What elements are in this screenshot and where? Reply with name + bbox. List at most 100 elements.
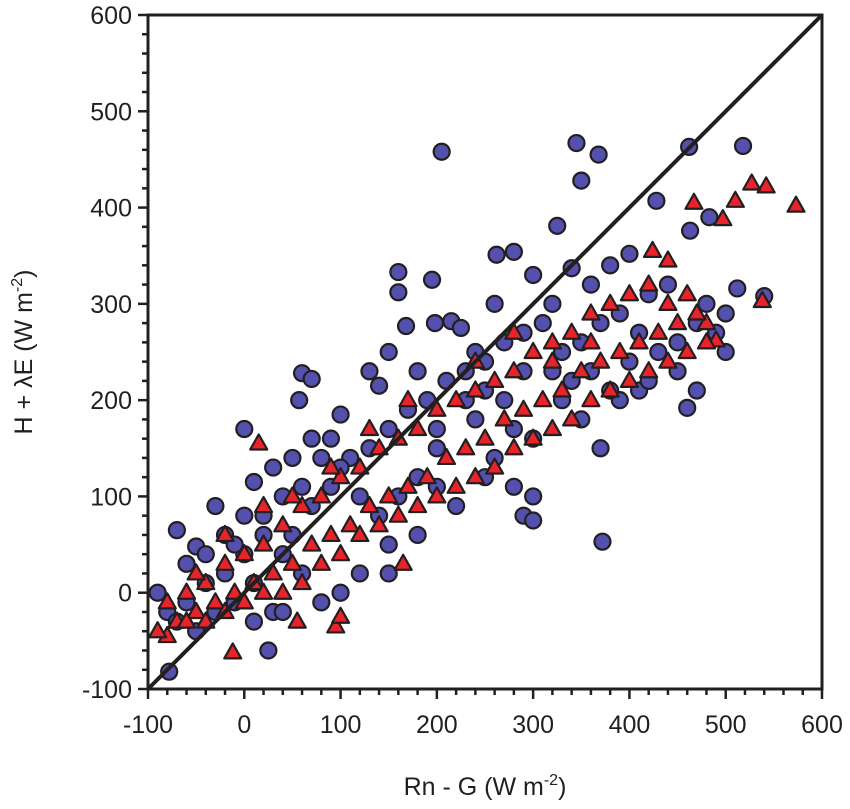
circle-point <box>331 405 350 424</box>
triangle-point <box>756 176 776 194</box>
triangle-point <box>311 553 331 571</box>
triangle-point <box>330 467 351 485</box>
triangle-point <box>302 534 322 552</box>
triangle-point <box>359 418 380 437</box>
triangle-point <box>186 563 206 581</box>
circle-point <box>235 506 254 525</box>
circle-point <box>589 145 608 164</box>
triangle-point <box>436 447 457 466</box>
triangle-point <box>571 361 591 379</box>
triangle-point <box>465 467 485 485</box>
triangle-point <box>687 303 707 321</box>
x-tick-label: 600 <box>801 711 843 739</box>
triangle-point <box>658 351 678 369</box>
triangle-point <box>273 515 293 533</box>
triangle-point <box>494 409 514 427</box>
circle-point <box>543 294 562 313</box>
triangle-point <box>176 611 197 629</box>
triangle-point <box>321 457 341 475</box>
triangle-point <box>542 332 563 350</box>
triangle-point <box>639 274 659 292</box>
circle-point <box>312 593 331 612</box>
circle-point <box>649 342 668 362</box>
triangle-point <box>311 486 331 504</box>
circle-point <box>687 381 706 400</box>
triangle-point <box>619 284 640 302</box>
circle-point <box>244 612 264 631</box>
circle-point <box>591 439 610 458</box>
circle-point <box>379 564 398 583</box>
triangle-point <box>523 341 543 360</box>
triangle-point <box>677 341 697 360</box>
y-tick-label: 0 <box>118 580 132 608</box>
triangle-point <box>427 486 447 504</box>
circle-point <box>292 477 312 496</box>
triangle-point <box>465 380 485 398</box>
x-tick-label: -100 <box>123 711 173 739</box>
circle-point <box>264 458 283 477</box>
triangle-point <box>330 606 351 624</box>
triangle-point <box>552 380 572 398</box>
y-tick-label: 200 <box>90 387 132 415</box>
triangle-point <box>215 553 235 571</box>
y-tick-label: 600 <box>90 2 132 30</box>
triangle-point <box>369 438 389 456</box>
circle-point <box>504 477 523 496</box>
triangle-point <box>752 290 772 309</box>
triangle-point <box>388 505 408 523</box>
circle-point <box>259 641 278 660</box>
circle-point <box>408 362 427 381</box>
triangle-point <box>542 418 563 437</box>
triangle-point <box>369 515 389 533</box>
triangle-point <box>504 438 524 456</box>
triangle-point <box>330 544 351 562</box>
triangle-point <box>287 611 307 629</box>
circle-point <box>593 532 612 551</box>
one-to-one-line <box>146 13 824 691</box>
circle-point <box>567 133 586 153</box>
circle-point <box>206 496 225 516</box>
triangle-point <box>456 438 476 456</box>
circle-point <box>533 314 552 333</box>
circle-point <box>331 583 350 602</box>
triangle-point <box>408 418 428 437</box>
circle-point <box>572 171 591 190</box>
triangle-point <box>786 195 806 213</box>
y-tick-label: -100 <box>82 676 132 704</box>
triangle-point <box>215 524 235 543</box>
circle-point <box>389 283 408 302</box>
circle-point <box>548 216 567 235</box>
triangle-point <box>533 390 553 408</box>
circle-point <box>678 398 697 417</box>
triangle-point <box>600 380 620 398</box>
triangle-point <box>581 332 601 350</box>
circle-point <box>167 521 186 540</box>
circle-point <box>697 294 716 313</box>
circle-point <box>244 472 264 492</box>
triangle-point <box>398 476 418 494</box>
triangle-point <box>619 370 640 388</box>
circle-point <box>369 376 389 395</box>
triangle-point <box>234 544 254 562</box>
circle-point <box>524 265 543 285</box>
triangle-point <box>273 582 293 600</box>
circle-point <box>700 208 719 227</box>
triangle-point <box>713 209 733 227</box>
triangle-point <box>542 351 563 369</box>
triangle-point <box>581 390 601 408</box>
triangle-point <box>639 361 659 379</box>
circle-point <box>601 256 620 275</box>
triangle-point <box>590 351 611 369</box>
triangle-point <box>581 303 601 321</box>
circle-point <box>680 221 700 240</box>
circle-point <box>379 342 398 362</box>
circle-point <box>524 511 543 530</box>
series-triangles <box>148 173 806 660</box>
triangle-point <box>148 621 168 639</box>
circle-point <box>620 244 639 263</box>
triangle-point <box>282 486 303 504</box>
y-tick-label: 100 <box>90 483 132 511</box>
circle-point <box>716 342 735 362</box>
triangle-point <box>292 495 312 514</box>
circle-point <box>148 583 167 602</box>
